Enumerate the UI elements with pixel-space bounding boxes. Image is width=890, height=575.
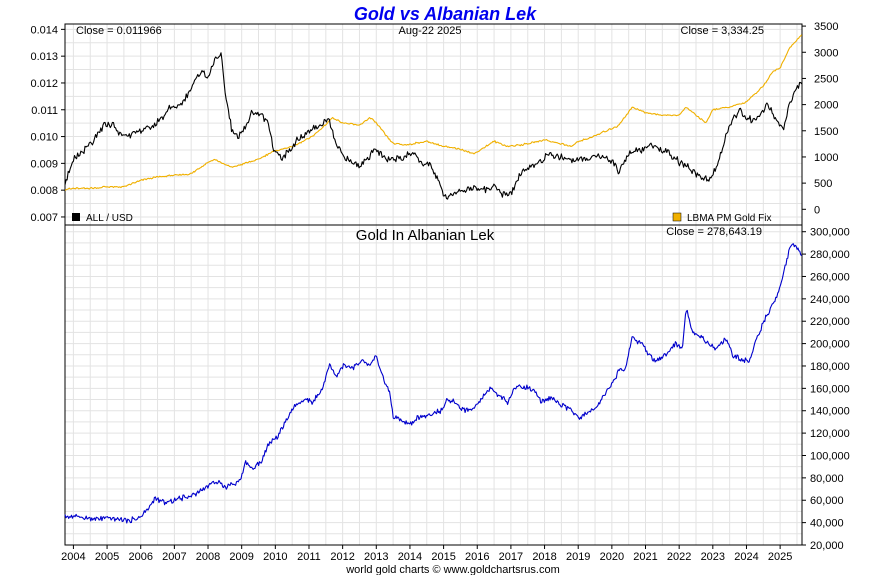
- legend-swatch-gold: [672, 212, 682, 222]
- legend-right-label: LBMA PM Gold Fix: [687, 213, 771, 224]
- left-tick-label: 0.010: [30, 132, 58, 144]
- legend-left-label: ALL / USD: [86, 213, 133, 224]
- right-tick-label: 0: [814, 204, 820, 216]
- bottom-right-tick-label: 280,000: [810, 249, 850, 261]
- right-axis-ticks-bottom: 20,000 40,000 60,000 80,000 100,000 120,000 14…: [802, 227, 850, 552]
- x-tick-label: 2012: [330, 551, 354, 563]
- bottom-right-tick-label: 220,000: [810, 316, 850, 328]
- right-tick-label: 3500: [814, 21, 838, 33]
- left-close-label: Close = 0.011966: [76, 25, 162, 37]
- x-tick-label: 2006: [128, 551, 152, 563]
- right-axis-ticks-top: 0 500 1000 1500 2000 2500 3000 3500: [802, 21, 838, 216]
- date-label: Aug-22 2025: [399, 25, 462, 37]
- left-tick-label: 0.012: [30, 78, 58, 90]
- all-usd-line: [64, 52, 803, 200]
- x-tick-label: 2014: [398, 551, 422, 563]
- x-tick-label: 2009: [229, 551, 253, 563]
- bottom-right-tick-label: 140,000: [810, 406, 850, 418]
- bottom-right-tick-label: 60,000: [810, 495, 844, 507]
- bottom-panel-frame: [64, 224, 803, 546]
- x-tick-label: 2015: [431, 551, 455, 563]
- x-tick-label: 2023: [701, 551, 725, 563]
- right-tick-label: 500: [814, 178, 832, 190]
- bottom-right-tick-label: 160,000: [810, 383, 850, 395]
- left-tick-label: 0.014: [30, 24, 58, 36]
- bottom-right-tick-label: 200,000: [810, 339, 850, 351]
- x-tick-label: 2004: [61, 551, 85, 563]
- left-tick-label: 0.011: [31, 105, 58, 117]
- bottom-right-tick-label: 300,000: [810, 227, 850, 239]
- bottom-right-tick-label: 240,000: [810, 294, 850, 306]
- top-panel-grid: [65, 24, 802, 225]
- gold-in-lek-line: [64, 243, 803, 524]
- x-tick-label: 2025: [768, 551, 792, 563]
- x-tick-label: 2020: [600, 551, 624, 563]
- x-tick-label: 2022: [667, 551, 691, 563]
- right-tick-label: 2500: [814, 73, 838, 85]
- right-tick-label: 1500: [814, 126, 838, 138]
- left-axis-ticks: 0.007 0.008 0.009 0.010 0.011 0.012 0.013 0.014: [30, 24, 65, 224]
- top-panel-lines: [64, 34, 803, 200]
- bottom-right-tick-label: 180,000: [810, 361, 850, 373]
- right-tick-label: 3000: [814, 47, 838, 59]
- left-tick-label: 0.013: [30, 51, 58, 63]
- x-tick-label: 2005: [95, 551, 119, 563]
- x-tick-label: 2017: [499, 551, 523, 563]
- x-tick-label: 2019: [566, 551, 590, 563]
- footer-credit: world gold charts © www.goldchartsrus.co…: [345, 564, 560, 575]
- x-tick-label: 2011: [297, 551, 321, 563]
- bottom-close-label: Close = 278,643.19: [666, 226, 762, 238]
- bottom-right-tick-label: 260,000: [810, 271, 850, 283]
- x-tick-label: 2021: [633, 551, 657, 563]
- x-tick-label: 2024: [734, 551, 758, 563]
- gold-usd-line: [64, 34, 803, 191]
- x-tick-label: 2010: [263, 551, 287, 563]
- right-close-label: Close = 3,334.25: [681, 25, 764, 37]
- top-panel-frame: [64, 23, 803, 226]
- bottom-right-tick-label: 120,000: [810, 428, 850, 440]
- x-axis-ticks: 2004 2005 2006 2007 2008 2009 2010 2011 2012 2013…: [61, 545, 792, 563]
- x-tick-label: 2013: [364, 551, 388, 563]
- x-tick-label: 2008: [196, 551, 220, 563]
- x-tick-label: 2018: [532, 551, 556, 563]
- bottom-panel-grid: [65, 225, 802, 546]
- bottom-right-tick-label: 80,000: [810, 473, 844, 485]
- bottom-right-tick-label: 100,000: [810, 450, 850, 462]
- left-tick-label: 0.008: [30, 185, 58, 197]
- chart-title: Gold vs Albanian Lek: [354, 4, 537, 24]
- left-tick-label: 0.009: [30, 158, 58, 170]
- legend-swatch-black: [72, 213, 80, 221]
- right-tick-label: 1000: [814, 152, 838, 164]
- x-tick-label: 2016: [465, 551, 489, 563]
- bottom-panel-lines: [64, 243, 803, 524]
- bottom-right-tick-label: 40,000: [810, 518, 844, 530]
- left-tick-label: 0.007: [30, 212, 58, 224]
- x-tick-label: 2007: [162, 551, 186, 563]
- right-tick-label: 2000: [814, 100, 838, 112]
- bottom-panel-title: Gold In Albanian Lek: [356, 227, 495, 244]
- bottom-right-tick-label: 20,000: [810, 540, 844, 552]
